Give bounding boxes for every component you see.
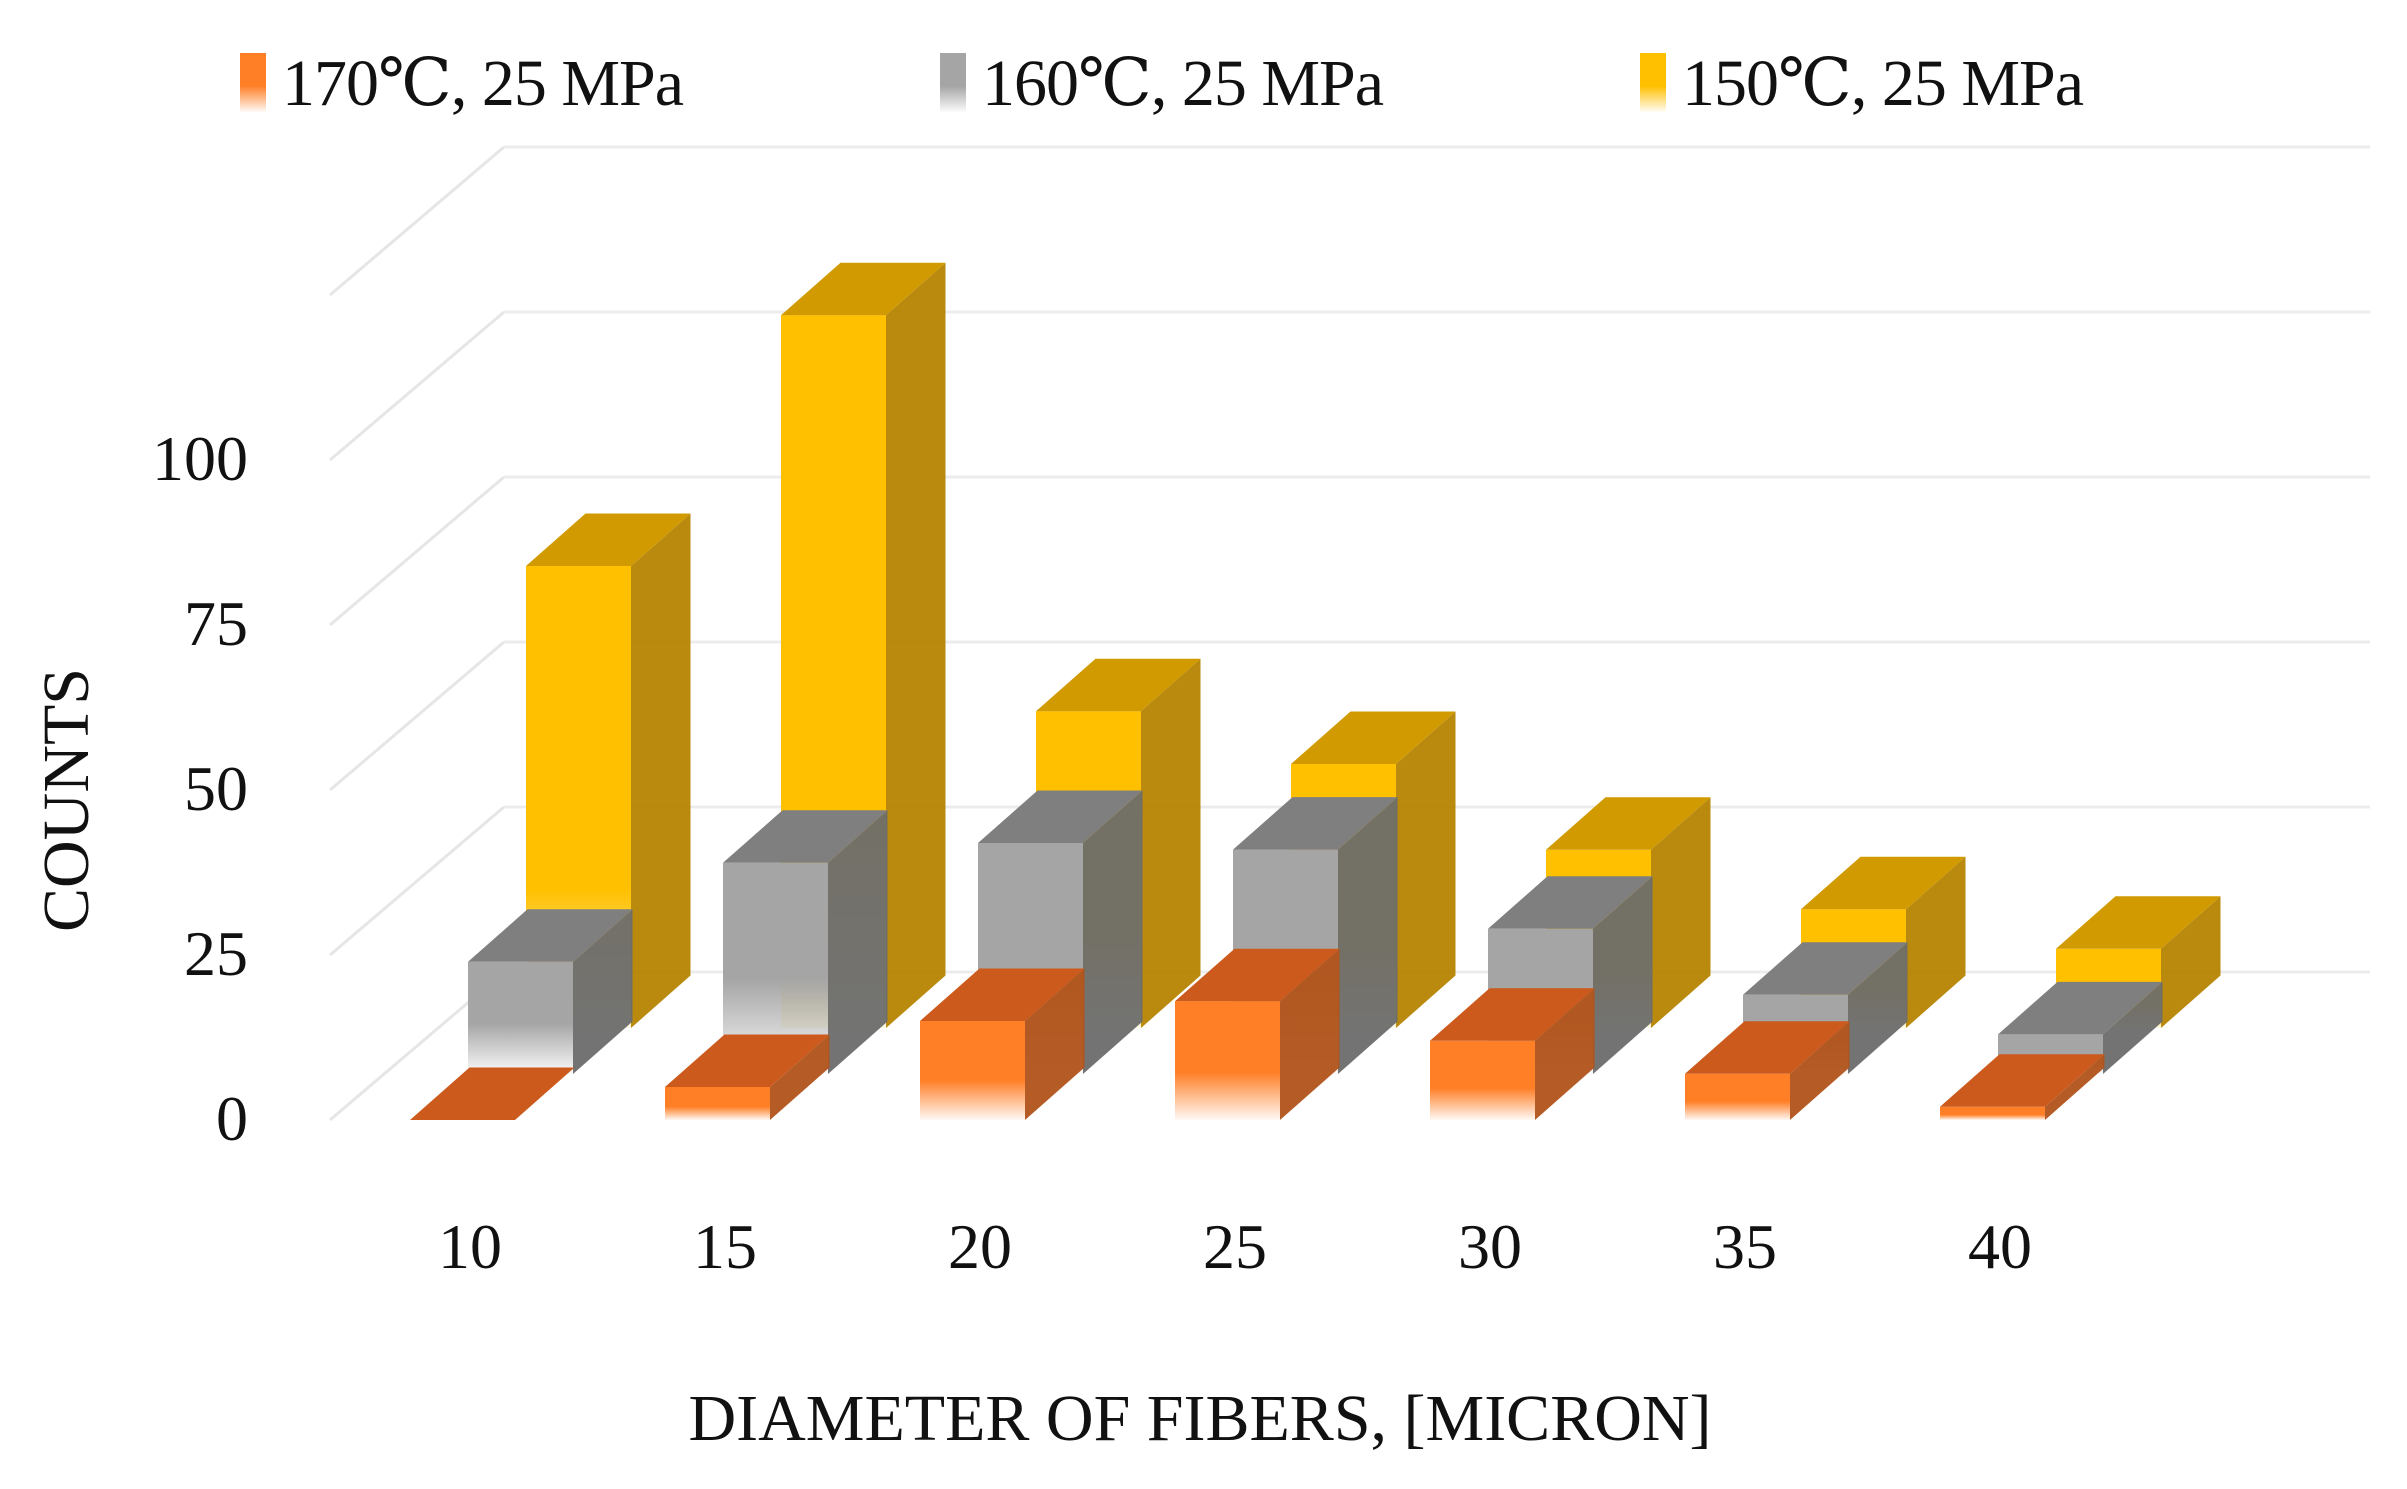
bar [723, 810, 888, 1074]
legend-swatch-160c [940, 53, 966, 113]
y-tick-label: 75 [184, 588, 248, 659]
bar [1685, 1021, 1850, 1120]
legend-item-160c: 160℃, 25 MPa [940, 38, 1384, 128]
y-tick-label: 0 [216, 1083, 248, 1154]
legend-label-170c: 170℃, 25 MPa [282, 47, 684, 120]
bar [920, 968, 1085, 1120]
chart-legend: 170℃, 25 MPa 160℃, 25 MPa 150℃, 25 MPa [0, 38, 2407, 128]
legend-swatch-150c [1640, 53, 1666, 113]
x-tick-label: 35 [1713, 1211, 1777, 1282]
y-tick-label: 25 [184, 918, 248, 989]
x-tick-label: 10 [438, 1211, 502, 1282]
x-axis-title: DIAMETER OF FIBERS, [MICRON] [688, 1382, 1711, 1455]
bar-series [410, 262, 2221, 1120]
x-tick-label: 30 [1458, 1211, 1522, 1282]
bar [1175, 948, 1340, 1120]
bar [1430, 988, 1595, 1120]
y-axis-title: COUNTS [30, 668, 103, 932]
legend-label-160c: 160℃, 25 MPa [982, 47, 1384, 120]
x-axis-ticks: 10 15 20 25 30 35 40 [438, 1211, 2032, 1282]
x-tick-label: 40 [1968, 1211, 2032, 1282]
y-tick-label: 50 [184, 753, 248, 824]
bar [665, 1034, 830, 1120]
bar [1940, 1054, 2105, 1120]
legend-swatch-170c [240, 53, 266, 113]
bar [468, 909, 633, 1074]
legend-item-170c: 170℃, 25 MPa [240, 38, 684, 128]
legend-item-150c: 150℃, 25 MPa [1640, 38, 2084, 128]
legend-label-150c: 150℃, 25 MPa [1682, 47, 2084, 120]
x-tick-label: 15 [693, 1211, 757, 1282]
y-tick-label: 100 [152, 423, 248, 494]
y-axis-ticks: 0 25 50 75 100 [152, 423, 248, 1154]
bar [410, 1067, 575, 1120]
x-tick-label: 20 [948, 1211, 1012, 1282]
x-tick-label: 25 [1203, 1211, 1267, 1282]
